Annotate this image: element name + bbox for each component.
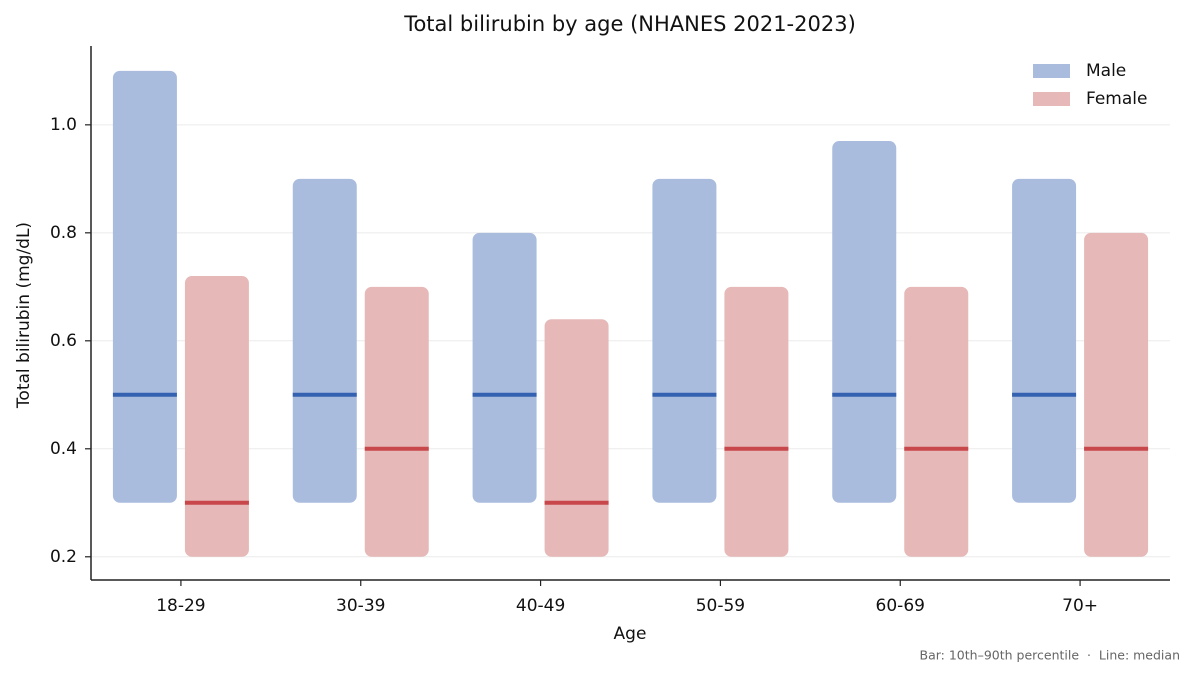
legend-label: Male (1086, 61, 1126, 81)
range-bar (724, 286, 789, 557)
range-bar (832, 141, 897, 503)
legend-label: Female (1086, 89, 1147, 109)
y-tick-label: 0.6 (50, 331, 77, 351)
x-axis-label: Age (614, 624, 647, 644)
chart-title: Total bilirubin by age (NHANES 2021-2023… (403, 12, 856, 36)
x-tick-label: 30-39 (336, 596, 385, 616)
y-axis-label: Total bilirubin (mg/dL) (14, 222, 34, 409)
range-bar (1084, 232, 1149, 557)
range-bar (364, 286, 429, 557)
range-bar (472, 232, 537, 503)
range-bar (292, 178, 357, 503)
y-tick-label: 0.4 (50, 439, 77, 459)
range-bar (652, 178, 717, 503)
x-tick-label: 70+ (1062, 596, 1098, 616)
range-bar (112, 70, 177, 503)
x-tick-label: 60-69 (876, 596, 925, 616)
range-bar (904, 286, 969, 557)
range-bar (1012, 178, 1077, 503)
y-tick-label: 1.0 (50, 115, 77, 135)
x-tick-label: 40-49 (516, 596, 565, 616)
footnote: Bar: 10th–90th percentile · Line: median (920, 648, 1181, 663)
range-bar (544, 319, 609, 557)
legend-swatch (1033, 64, 1070, 78)
range-bar (184, 276, 249, 557)
y-tick-label: 0.2 (50, 547, 77, 567)
legend-swatch (1033, 92, 1070, 106)
x-tick-label: 50-59 (696, 596, 745, 616)
x-tick-label: 18-29 (156, 596, 205, 616)
y-tick-label: 0.8 (50, 223, 77, 243)
